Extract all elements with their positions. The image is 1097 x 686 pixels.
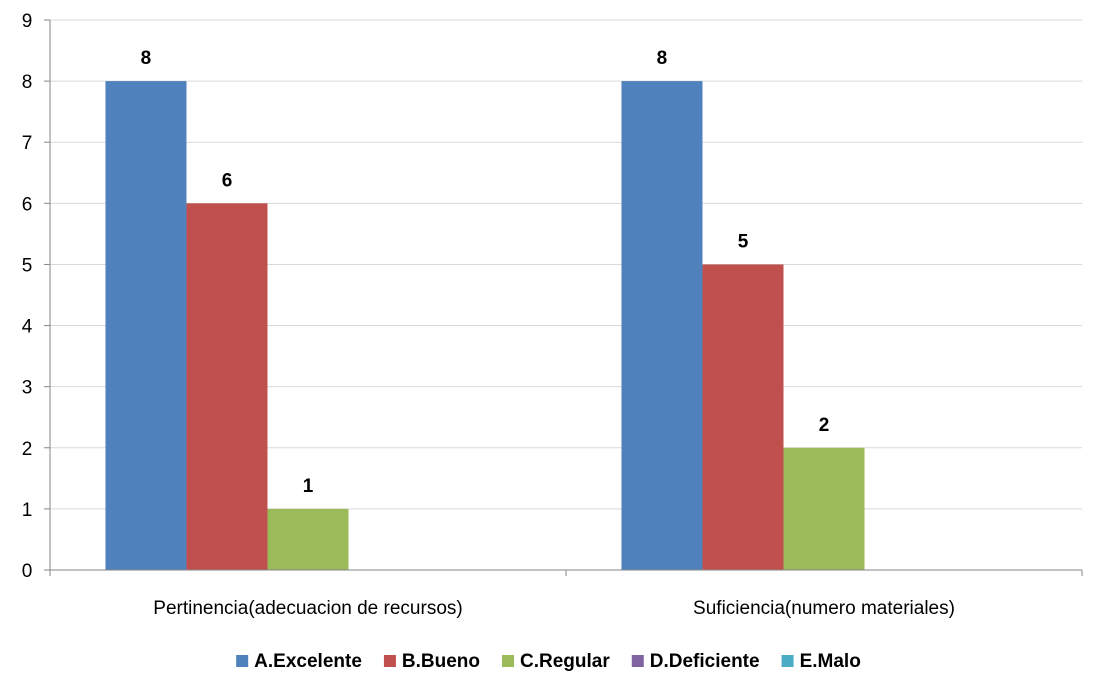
bar [267,508,349,570]
legend-label: A.Excelente [254,651,362,672]
bars [105,81,865,571]
y-tick-label: 9 [22,11,33,32]
data-label: 5 [738,231,749,252]
y-tick-label: 4 [22,317,33,338]
bar [621,81,703,570]
y-tick-label: 2 [22,439,33,460]
y-tick-label: 7 [22,133,33,154]
legend-swatch [631,655,644,667]
y-tick-label: 1 [22,500,33,521]
y-tick-label: 5 [22,255,33,276]
y-tick-label: 0 [22,561,33,582]
legend: A.Excelente B.Bueno C.Regular D.Deficiente E… [236,651,861,672]
bar [105,81,187,570]
data-labels: 8 6 1 8 5 2 [141,48,830,497]
legend-swatch [236,655,249,667]
bar [783,447,865,570]
legend-label: B.Bueno [402,651,480,672]
x-axis-categories: Pertinencia(adecuacion de recursos) Sufic… [153,598,955,619]
legend-swatch [781,655,794,667]
data-label: 6 [222,170,233,191]
y-tick-label: 8 [22,72,33,93]
legend-label: E.Malo [800,651,861,672]
legend-label: C.Regular [520,651,610,672]
legend-swatch [383,655,396,667]
data-label: 1 [303,476,314,497]
y-axis-ticks: 0 1 2 3 4 5 6 7 8 9 [22,11,33,582]
data-label: 8 [141,48,152,69]
y-tick-label: 6 [22,194,33,215]
y-tick-label: 3 [22,378,33,399]
data-label: 2 [819,415,830,436]
x-category-label: Pertinencia(adecuacion de recursos) [153,598,462,619]
x-category-label: Suficiencia(numero materiales) [693,598,955,619]
bar [186,203,268,571]
bar [702,264,784,570]
axes [44,19,1083,576]
data-label: 8 [657,48,668,69]
legend-label: D.Deficiente [650,651,760,672]
legend-swatch [502,655,515,667]
